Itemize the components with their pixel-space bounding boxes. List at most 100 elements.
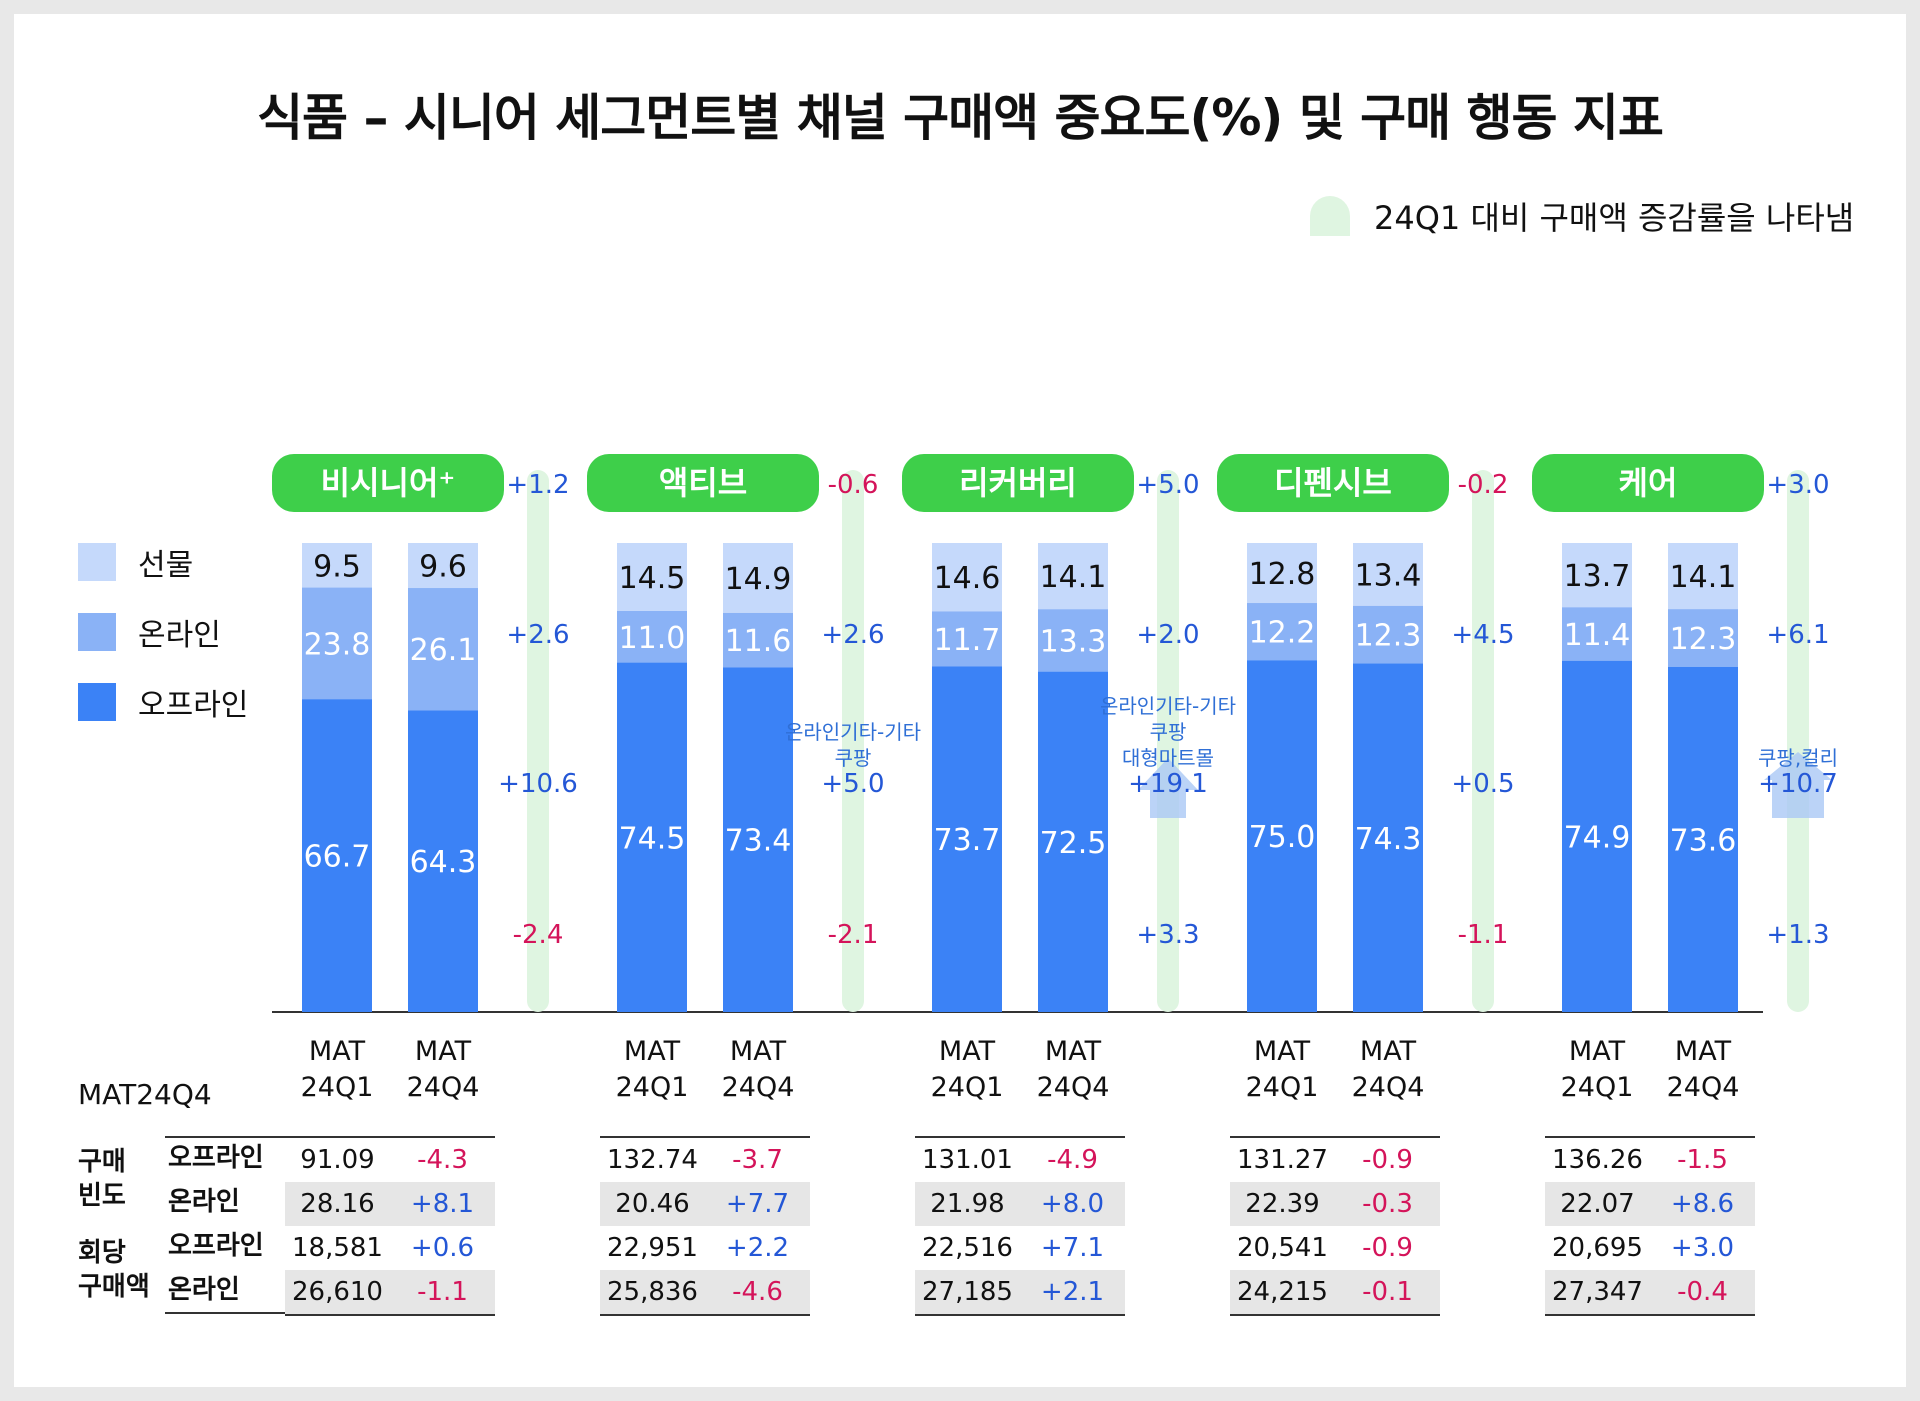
bar-offline-label: 64.3	[410, 845, 477, 880]
table-row: 131.01 -4.9	[915, 1138, 1125, 1182]
bar-gift-label: 14.1	[1040, 560, 1107, 595]
table-label-rule	[165, 1312, 285, 1314]
segment-header-pill	[1532, 454, 1764, 512]
change-online-label: +5.0	[821, 769, 884, 799]
table-period-label: MAT24Q4	[78, 1078, 212, 1111]
table-group-frequency: 구매 빈도	[78, 1145, 126, 1213]
change-online-note: 온라인기타-기타	[1100, 694, 1236, 718]
legend-label-gift: 선물	[138, 548, 194, 583]
x-tick-label-line1: MAT	[1360, 1036, 1417, 1067]
bar-gift	[617, 543, 687, 612]
segment-header-label: 케어	[1619, 464, 1678, 502]
table-row: 22.07 +8.6	[1545, 1182, 1755, 1226]
x-tick-label-line2: 24Q4	[722, 1072, 795, 1103]
table-cell-value: 22.39	[1245, 1189, 1320, 1219]
table-row: 18,581 +0.6	[285, 1226, 495, 1270]
table-row-label-freq-online: 온라인	[168, 1187, 240, 1217]
bar-offline-label: 73.6	[1670, 823, 1737, 858]
change-online-label: +19.1	[1128, 769, 1208, 799]
legend-swatch-offline	[78, 683, 116, 721]
up-arrow-icon	[1138, 758, 1198, 818]
x-tick-label-line2: 24Q1	[1561, 1072, 1634, 1103]
segment-header-label: 리커버리	[959, 464, 1077, 502]
change-online-label: +10.7	[1758, 769, 1838, 799]
bar-offline	[1562, 660, 1632, 1012]
bar-offline-label: 74.9	[1564, 820, 1631, 855]
change-gift-label: +6.1	[1766, 620, 1829, 650]
x-tick-label-line1: MAT	[730, 1036, 787, 1067]
table-row: 26,610 -1.1	[285, 1270, 495, 1316]
table-cell-change: +2.2	[725, 1233, 790, 1263]
change-total-label: -0.6	[828, 470, 879, 500]
bar-online	[1247, 603, 1317, 661]
metric-table: 131.01 -4.9 21.98 +8.0 22,516 +7.1 27,185 +2.1	[915, 1136, 1125, 1316]
change-bar	[842, 470, 864, 1012]
table-cell-change: -4.9	[1047, 1145, 1098, 1175]
table-cell-change: -0.4	[1677, 1277, 1728, 1307]
table-cell-change: -0.1	[1362, 1277, 1413, 1307]
table-group-spend-line1: 회당	[78, 1238, 126, 1268]
table-cell-value: 25,836	[607, 1277, 698, 1307]
table-cell-change: -0.9	[1362, 1145, 1413, 1175]
bar-online-label: 11.4	[1564, 618, 1631, 653]
bar-online	[932, 611, 1002, 667]
table-row: 22,951 +2.2	[600, 1226, 810, 1270]
bar-gift	[408, 543, 478, 589]
bar-offline	[1247, 660, 1317, 1012]
bar-online-label: 11.0	[619, 621, 686, 656]
table-cell-value: 22,516	[922, 1233, 1013, 1263]
table-label-rule	[165, 1136, 285, 1138]
table-row: 91.09 -4.3	[285, 1138, 495, 1182]
table-row-label-spend-offline: 오프라인	[168, 1231, 264, 1261]
segment-header-pill	[272, 454, 504, 512]
metric-table: 132.74 -3.7 20.46 +7.7 22,951 +2.2 25,836 -4.6	[600, 1136, 810, 1316]
table-row: 28.16 +8.1	[285, 1182, 495, 1226]
table-cell-change: +3.0	[1670, 1233, 1735, 1263]
bar-online	[1668, 609, 1738, 667]
bar-offline-label: 74.3	[1355, 822, 1422, 857]
legend-swatch-gift	[78, 543, 116, 581]
table-cell-value: 24,215	[1237, 1277, 1328, 1307]
change-online-note: 대형마트몰	[1122, 746, 1214, 770]
change-bar	[1472, 470, 1494, 1012]
bar-online-label: 11.7	[934, 623, 1001, 658]
table-group-spend-line2: 구매액	[78, 1272, 150, 1302]
table-row: 21.98 +8.0	[915, 1182, 1125, 1226]
bar-gift	[932, 543, 1002, 612]
table-cell-value: 132.74	[607, 1145, 698, 1175]
chart-title: 식품 – 시니어 세그먼트별 채널 구매액 중요도(%) 및 구매 행동 지표	[257, 89, 1664, 147]
bar-offline-label: 73.4	[725, 824, 792, 859]
table-cell-value: 22,951	[607, 1233, 698, 1263]
change-gift-label: +2.0	[1136, 620, 1199, 650]
bar-gift-label: 14.6	[934, 561, 1001, 596]
bar-online	[302, 587, 372, 700]
change-online-label: +0.5	[1451, 769, 1514, 799]
bar-offline	[1353, 663, 1423, 1012]
bar-online-label: 13.3	[1040, 624, 1107, 659]
metric-table: 136.26 -1.5 22.07 +8.6 20,695 +3.0 27,347 -0.4	[1545, 1136, 1755, 1316]
segment-header-pill	[902, 454, 1134, 512]
change-bar	[1157, 470, 1179, 1012]
segment-header-pill	[1217, 454, 1449, 512]
bar-online	[617, 611, 687, 663]
bar-gift-label: 14.9	[725, 562, 792, 597]
table-cell-value: 20,695	[1552, 1233, 1643, 1263]
x-tick-label-line2: 24Q4	[1037, 1072, 1110, 1103]
bar-online	[1353, 605, 1423, 664]
change-offline-label: +3.3	[1136, 920, 1199, 950]
x-tick-label-line1: MAT	[415, 1036, 472, 1067]
change-note-swatch	[1310, 196, 1350, 236]
change-gift-label: +2.6	[506, 620, 569, 650]
segment-header-pill	[587, 454, 819, 512]
bar-gift-label: 12.8	[1249, 557, 1316, 592]
x-tick-label-line2: 24Q1	[301, 1072, 374, 1103]
bar-online	[723, 612, 793, 668]
change-note: 24Q1 대비 구매액 증감률을 나타냄	[1310, 196, 1854, 237]
table-row: 131.27 -0.9	[1230, 1138, 1440, 1182]
table-group-spend: 회당 구매액	[78, 1236, 150, 1304]
bar-offline	[723, 667, 793, 1012]
x-tick-label-line2: 24Q4	[1352, 1072, 1425, 1103]
bar-gift-label: 9.5	[313, 549, 361, 584]
x-tick-label-line1: MAT	[939, 1036, 996, 1067]
